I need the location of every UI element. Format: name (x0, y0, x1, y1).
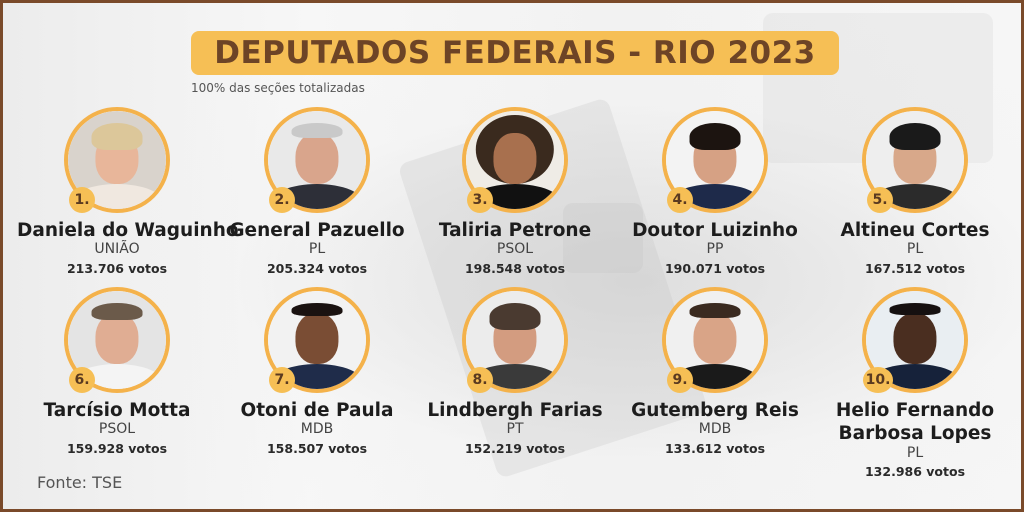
rank-badge: 10. (863, 367, 893, 393)
rank-badge: 2. (269, 187, 295, 213)
candidate-party: PL (906, 241, 924, 257)
candidate-party: PP (706, 241, 724, 257)
rank-badge: 1. (69, 187, 95, 213)
candidate-votes: 190.071 votos (664, 261, 766, 276)
candidate-party: PSOL (98, 421, 136, 437)
candidate-name: Taliria Petrone (438, 220, 592, 241)
candidate-votes: 205.324 votos (266, 261, 368, 276)
rank-badge: 4. (667, 187, 693, 213)
candidate-name: Altineu Cortes (840, 220, 990, 241)
page-title: DEPUTADOS FEDERAIS - RIO 2023 (214, 35, 816, 71)
page-subtitle: 100% das seções totalizadas (191, 81, 365, 95)
rank-badge: 5. (867, 187, 893, 213)
background-keypad (563, 203, 643, 273)
candidate-photo (462, 287, 568, 393)
candidate-votes: 132.986 votos (864, 464, 966, 479)
source-credit: Fonte: TSE (37, 473, 123, 492)
rank-badge: 3. (467, 187, 493, 213)
candidate-name-line2: Barbosa Lopes (838, 423, 992, 444)
candidate-name: General Pazuello (229, 220, 405, 241)
candidate-votes: 158.507 votos (266, 441, 368, 456)
candidate-votes: 133.612 votos (664, 441, 766, 456)
candidate-votes: 198.548 votos (464, 261, 566, 276)
title-banner: DEPUTADOS FEDERAIS - RIO 2023 (191, 31, 839, 75)
candidate-name: Otoni de Paula (240, 400, 394, 421)
rank-badge: 6. (69, 367, 95, 393)
candidate-votes: 159.928 votos (66, 441, 168, 456)
candidate-name-line1: Helio Fernando (835, 400, 995, 421)
rank-badge: 8. (467, 367, 493, 393)
candidate-name: Daniela do Waguinho (17, 220, 239, 241)
candidate-party: PL (906, 445, 924, 461)
candidate-name: Doutor Luizinho (632, 220, 798, 241)
rank-badge: 7. (269, 367, 295, 393)
candidate-name: Tarcísio Motta (43, 400, 191, 421)
rank-badge: 9. (667, 367, 693, 393)
candidate-votes: 152.219 votos (464, 441, 566, 456)
candidate-votes: 213.706 votos (66, 261, 168, 276)
candidate-name: Gutemberg Reis (631, 400, 799, 421)
candidate-photo (264, 107, 370, 213)
candidate-name: Lindbergh Farias (427, 400, 603, 421)
candidate-votes: 167.512 votos (864, 261, 966, 276)
candidate-party: PL (308, 241, 326, 257)
candidate-party: MDB (698, 421, 732, 437)
candidate-party: MDB (300, 421, 334, 437)
candidate-party: PT (506, 421, 524, 437)
candidate-party: UNIÃO (94, 241, 140, 257)
candidate-party: PSOL (496, 241, 534, 257)
